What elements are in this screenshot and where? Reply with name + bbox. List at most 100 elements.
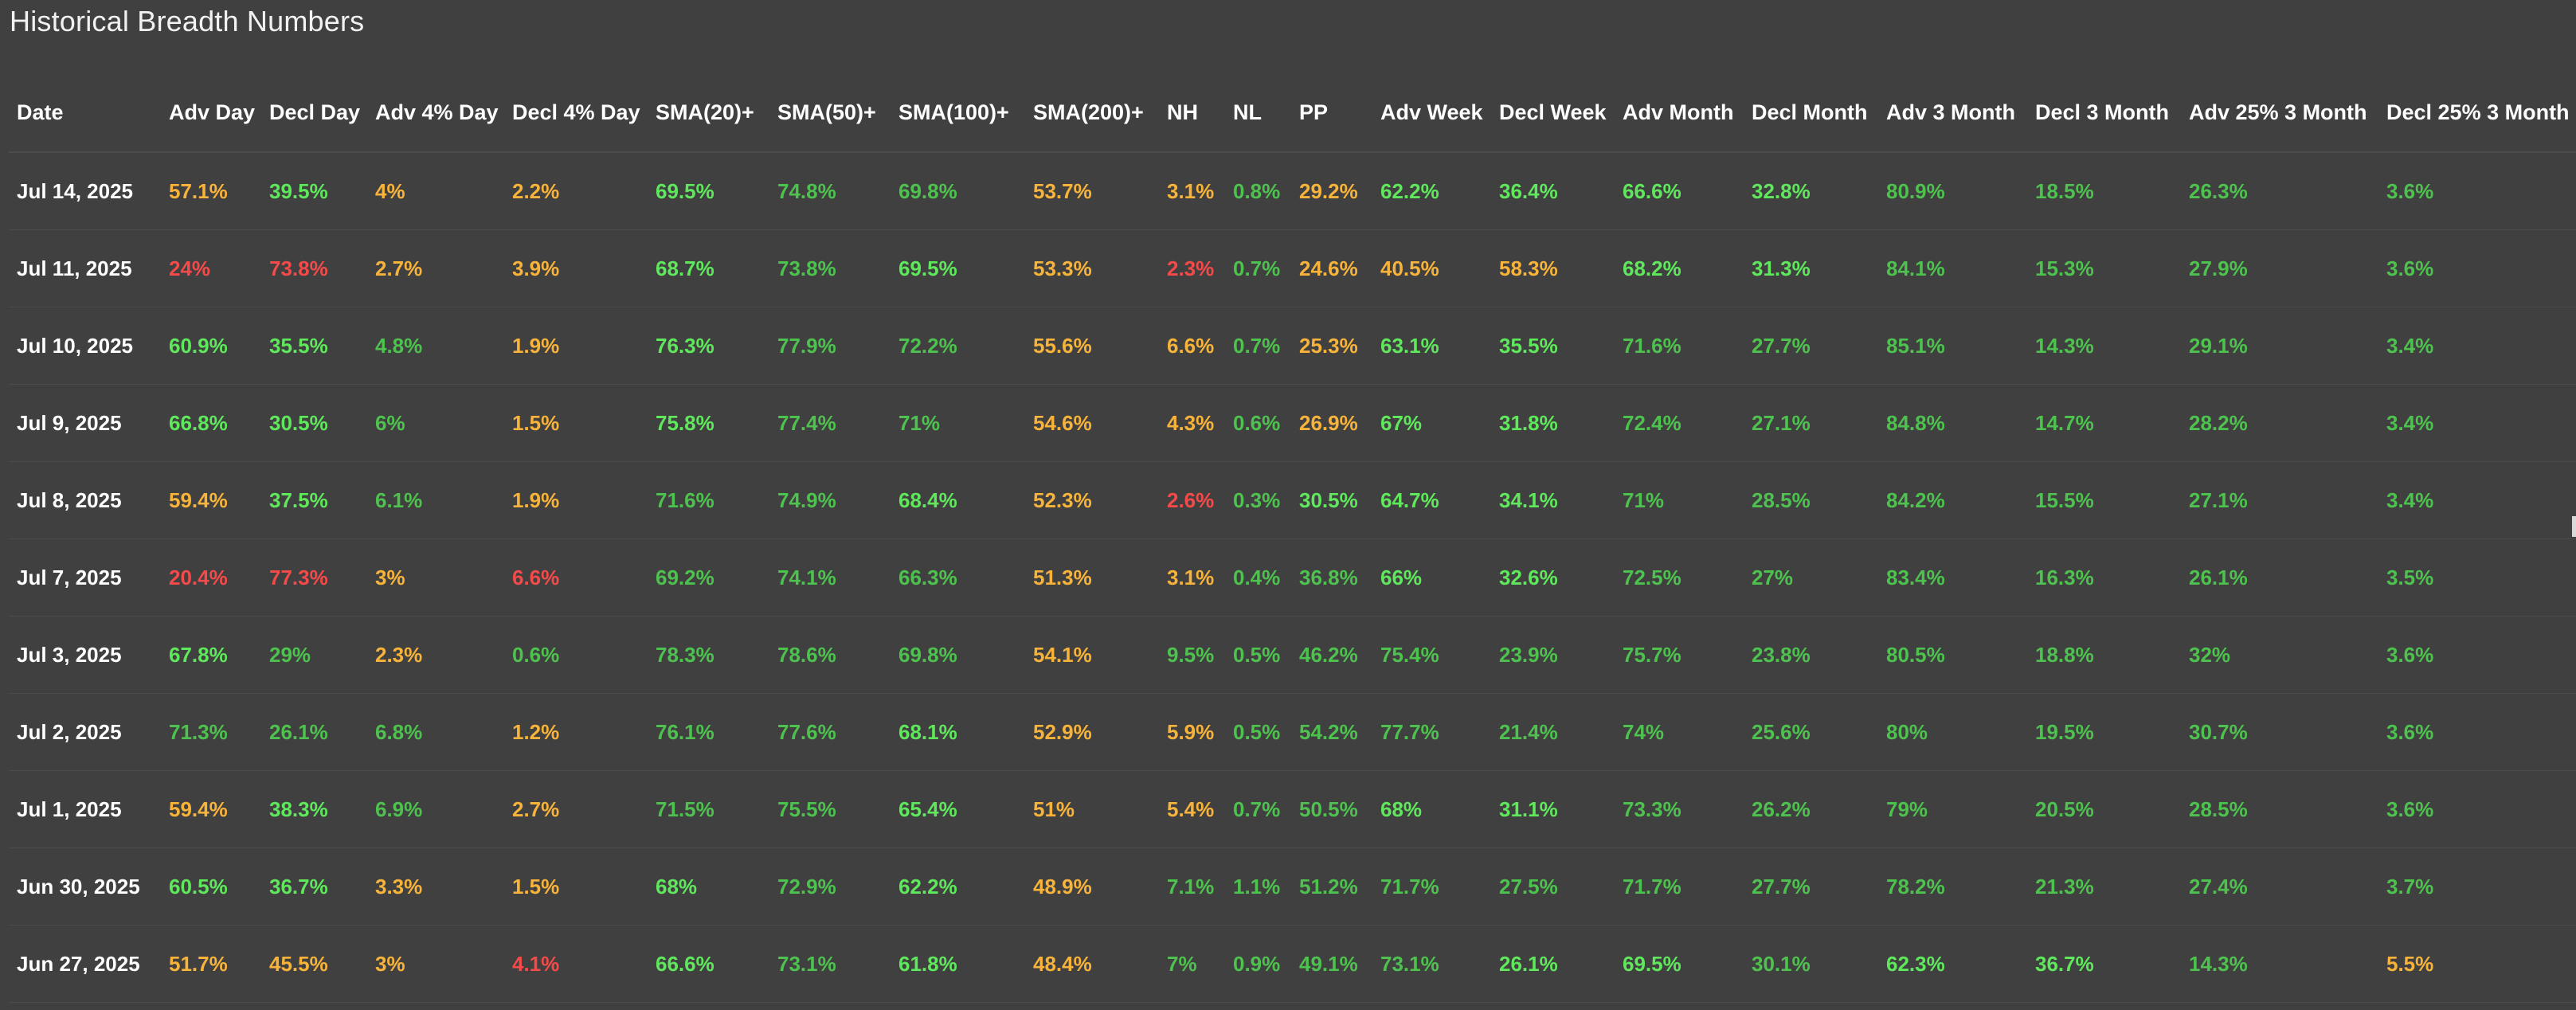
column-header-decl-week[interactable]: Decl Week [1491,73,1615,153]
value-cell-adv-25-3-month: 32% [2181,616,2378,694]
value-cell-adv-month: 73.3% [1615,770,1744,848]
value-cell-adv-25-3-month: 14.3% [2181,925,2378,1003]
value-cell-sma-20: 71.5% [648,770,769,848]
value-cell-adv-week: 68% [1372,770,1491,848]
value-cell-pp: 25.3% [1291,307,1372,385]
value-cell-adv-3-month: 80.5% [1878,616,2027,694]
value-cell-nl: 0.7% [1225,229,1291,307]
column-header-sma-20[interactable]: SMA(20)+ [648,73,769,153]
value-cell-nl: 0.5% [1225,616,1291,694]
value-cell-decl-month: 25.6% [1744,693,1878,771]
value-cell-sma-100: 69.5% [891,229,1025,307]
value-cell-adv-week: 75.4% [1372,616,1491,694]
value-cell-adv-month: 69.5% [1615,925,1744,1003]
value-cell-nh: 2.3% [1159,229,1225,307]
value-cell-decl-4-day: 1.5% [504,848,648,926]
value-cell-adv-4-day: 6.8% [367,693,504,771]
table-row: Jun 30, 2025 60.5% 36.7% 3.3% 1.5% 68% 72.9% 62… [9,848,2576,926]
value-cell-sma-100: 71% [891,384,1025,462]
column-header-decl-3-month[interactable]: Decl 3 Month [2027,73,2181,153]
value-cell-decl-day: 26.1% [261,693,367,771]
value-cell-pp: 51.2% [1291,848,1372,926]
column-header-adv-day[interactable]: Adv Day [161,73,261,153]
value-cell-nh: 6.6% [1159,307,1225,385]
value-cell-adv-4-day: 6.1% [367,461,504,539]
date-cell: Jul 14, 2025 [9,152,161,230]
value-cell-adv-week: 62.2% [1372,152,1491,230]
value-cell-adv-week: 64.7% [1372,461,1491,539]
value-cell-nl: 0.5% [1225,693,1291,771]
column-header-adv-week[interactable]: Adv Week [1372,73,1491,153]
value-cell-sma-20: 76.3% [648,307,769,385]
column-header-decl-25-3-month[interactable]: Decl 25% 3 Month [2378,73,2576,153]
value-cell-decl-3-month: 14.3% [2027,307,2181,385]
value-cell-adv-4-day: 6% [367,384,504,462]
table-row: Jul 1, 2025 59.4% 38.3% 6.9% 2.7% 71.5% 75.5% 6… [9,770,2576,848]
value-cell-pp: 54.2% [1291,693,1372,771]
column-header-adv-3-month[interactable]: Adv 3 Month [1878,73,2027,153]
column-header-decl-4-day[interactable]: Decl 4% Day [504,73,648,153]
column-header-adv-4-day[interactable]: Adv 4% Day [367,73,504,153]
value-cell-decl-25-3-month: 3.4% [2378,461,2576,539]
column-header-decl-month[interactable]: Decl Month [1744,73,1878,153]
date-cell: Jul 8, 2025 [9,461,161,539]
value-cell-adv-month: 75.7% [1615,616,1744,694]
column-header-adv-month[interactable]: Adv Month [1615,73,1744,153]
value-cell-adv-day: 20.4% [161,538,261,617]
column-header-date[interactable]: Date [9,73,161,153]
value-cell-sma-50: 77.6% [769,693,891,771]
column-header-sma-50[interactable]: SMA(50)+ [769,73,891,153]
value-cell-decl-3-month: 15.5% [2027,461,2181,539]
value-cell-adv-month: 71.6% [1615,307,1744,385]
value-cell-pp: 49.1% [1291,925,1372,1003]
value-cell-adv-day: 66.8% [161,384,261,462]
value-cell-sma-50: 75.5% [769,770,891,848]
table-row: Jul 10, 2025 60.9% 35.5% 4.8% 1.9% 76.3% 77.9%… [9,307,2576,385]
value-cell-sma-20: 71.6% [648,461,769,539]
value-cell-decl-day: 77.3% [261,538,367,617]
value-cell-adv-4-day: 3.3% [367,848,504,926]
value-cell-sma-50: 72.9% [769,848,891,926]
value-cell-decl-3-month: 36.7% [2027,925,2181,1003]
value-cell-nl: 0.8% [1225,152,1291,230]
column-header-decl-day[interactable]: Decl Day [261,73,367,153]
column-header-pp[interactable]: PP [1291,73,1372,153]
value-cell-sma-20: 68.7% [648,229,769,307]
value-cell-decl-month: 31.3% [1744,229,1878,307]
value-cell-nh: 7.1% [1159,848,1225,926]
table-row: Jul 7, 2025 20.4% 77.3% 3% 6.6% 69.2% 74.1% 66.… [9,538,2576,617]
date-cell: Jun 30, 2025 [9,848,161,926]
value-cell-adv-month: 72.5% [1615,538,1744,617]
value-cell-decl-day: 36.7% [261,848,367,926]
value-cell-adv-4-day: 3% [367,538,504,617]
value-cell-adv-25-3-month: 26.1% [2181,538,2378,617]
value-cell-sma-50: 78.6% [769,616,891,694]
value-cell-nh: 2.6% [1159,461,1225,539]
table-body: Jul 14, 2025 57.1% 39.5% 4% 2.2% 69.5% 74.8% 69… [9,152,2576,1003]
value-cell-adv-25-3-month: 28.5% [2181,770,2378,848]
value-cell-sma-100: 72.2% [891,307,1025,385]
value-cell-decl-week: 23.9% [1491,616,1615,694]
value-cell-sma-100: 69.8% [891,616,1025,694]
value-cell-sma-20: 68% [648,848,769,926]
column-header-adv-25-3-month[interactable]: Adv 25% 3 Month [2181,73,2378,153]
column-header-sma-100[interactable]: SMA(100)+ [891,73,1025,153]
value-cell-adv-25-3-month: 27.9% [2181,229,2378,307]
value-cell-decl-25-3-month: 5.5% [2378,925,2576,1003]
value-cell-adv-3-month: 85.1% [1878,307,2027,385]
value-cell-sma-50: 74.1% [769,538,891,617]
value-cell-nh: 3.1% [1159,538,1225,617]
value-cell-decl-25-3-month: 3.6% [2378,229,2576,307]
column-header-sma-200[interactable]: SMA(200)+ [1025,73,1159,153]
value-cell-decl-25-3-month: 3.6% [2378,616,2576,694]
value-cell-nl: 0.6% [1225,384,1291,462]
value-cell-adv-3-month: 83.4% [1878,538,2027,617]
value-cell-adv-25-3-month: 29.1% [2181,307,2378,385]
value-cell-sma-100: 68.1% [891,693,1025,771]
value-cell-sma-100: 69.8% [891,152,1025,230]
value-cell-adv-3-month: 80.9% [1878,152,2027,230]
column-header-nh[interactable]: NH [1159,73,1225,153]
column-header-nl[interactable]: NL [1225,73,1291,153]
value-cell-decl-day: 29% [261,616,367,694]
value-cell-sma-50: 74.8% [769,152,891,230]
